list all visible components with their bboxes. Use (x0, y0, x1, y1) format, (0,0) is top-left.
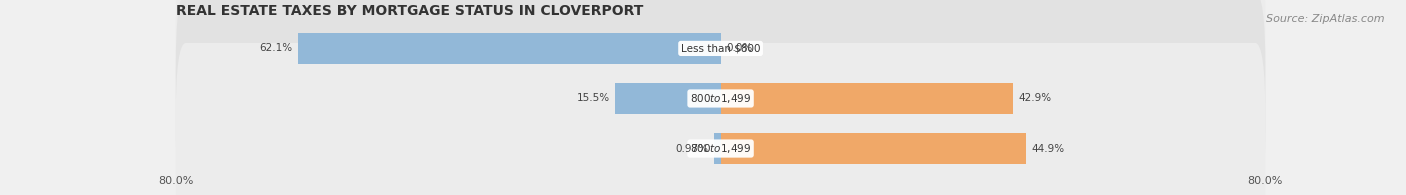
Bar (298, 33, 721, 64)
Text: 42.9%: 42.9% (1018, 93, 1052, 104)
Bar (721, 133, 1026, 164)
Text: Source: ZipAtlas.com: Source: ZipAtlas.com (1267, 14, 1385, 24)
Text: 0.97%: 0.97% (675, 144, 709, 153)
Bar (721, 83, 1012, 114)
FancyBboxPatch shape (176, 0, 1265, 195)
Text: 44.9%: 44.9% (1032, 144, 1064, 153)
Bar (714, 133, 721, 164)
Text: $800 to $1,499: $800 to $1,499 (690, 92, 751, 105)
Text: Less than $800: Less than $800 (681, 43, 761, 53)
Bar (614, 83, 721, 114)
Text: 0.0%: 0.0% (725, 43, 752, 53)
Text: 15.5%: 15.5% (576, 93, 610, 104)
Text: 62.1%: 62.1% (259, 43, 292, 53)
Text: REAL ESTATE TAXES BY MORTGAGE STATUS IN CLOVERPORT: REAL ESTATE TAXES BY MORTGAGE STATUS IN … (176, 4, 643, 18)
Text: $800 to $1,499: $800 to $1,499 (690, 142, 751, 155)
FancyBboxPatch shape (176, 0, 1265, 154)
FancyBboxPatch shape (176, 43, 1265, 195)
